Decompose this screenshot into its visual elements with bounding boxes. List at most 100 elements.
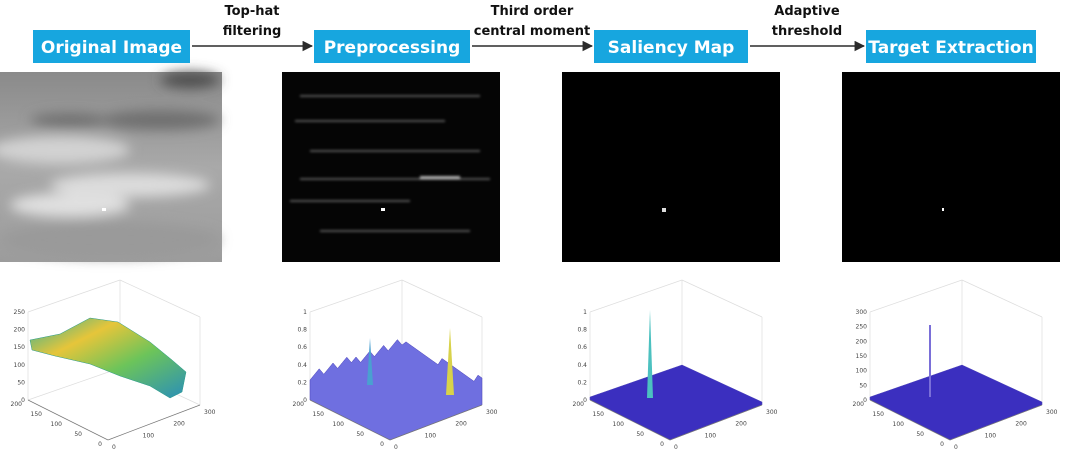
plot-axis bbox=[869, 279, 963, 313]
z-tick-label: 0.8 bbox=[577, 327, 587, 334]
plot-axis bbox=[669, 404, 763, 441]
x-tick-label: 200 bbox=[455, 421, 467, 428]
arrow-label: Adaptive bbox=[774, 4, 840, 19]
plot-axis bbox=[107, 404, 201, 441]
stage-box bbox=[594, 30, 748, 63]
z-tick-label: 300 bbox=[856, 309, 868, 316]
x-tick-label: 100 bbox=[705, 432, 717, 439]
y-tick-label: 100 bbox=[893, 421, 905, 428]
x-tick-label: 300 bbox=[486, 409, 498, 416]
stage-label: Original Image bbox=[41, 38, 182, 58]
z-tick-label: 0.6 bbox=[577, 344, 587, 351]
x-tick-label: 100 bbox=[985, 432, 997, 439]
y-tick-label: 150 bbox=[31, 411, 43, 418]
plot-axis bbox=[27, 399, 109, 441]
stage-label: Saliency Map bbox=[608, 38, 735, 58]
x-tick-label: 300 bbox=[766, 409, 778, 416]
preprocessed-image bbox=[282, 72, 500, 262]
stage-box bbox=[33, 30, 190, 63]
z-tick-label: 150 bbox=[14, 344, 26, 351]
z-tick-label: 0.4 bbox=[577, 362, 587, 369]
z-tick-label: 200 bbox=[14, 327, 26, 334]
plot-axis bbox=[681, 279, 763, 318]
z-tick-label: 0 bbox=[863, 397, 867, 404]
spike bbox=[367, 338, 373, 385]
plot-axis bbox=[589, 279, 683, 313]
surface bbox=[309, 339, 483, 441]
x-tick-label: 0 bbox=[674, 444, 678, 451]
arrow-label: Third order bbox=[491, 4, 574, 19]
plot-axis bbox=[401, 279, 483, 318]
z-tick-label: 0.6 bbox=[297, 344, 307, 351]
plot-axis bbox=[589, 399, 671, 441]
plot-axis bbox=[869, 399, 951, 441]
z-tick-label: 0.2 bbox=[297, 379, 307, 386]
z-tick-label: 0.4 bbox=[297, 362, 307, 369]
z-tick-label: 0 bbox=[583, 397, 587, 404]
z-tick-label: 0 bbox=[303, 397, 307, 404]
plot-axis bbox=[309, 279, 403, 313]
z-tick-label: 250 bbox=[856, 324, 868, 331]
spike bbox=[647, 310, 653, 398]
spike bbox=[929, 325, 931, 397]
arrow-label: central moment bbox=[474, 24, 590, 39]
y-tick-label: 0 bbox=[660, 441, 664, 448]
x-tick-label: 200 bbox=[1015, 421, 1027, 428]
stage-label: Preprocessing bbox=[324, 38, 461, 58]
saliency-image bbox=[562, 72, 780, 262]
z-tick-label: 150 bbox=[856, 353, 868, 360]
arrow-label: filtering bbox=[223, 24, 282, 39]
y-tick-label: 50 bbox=[916, 431, 924, 438]
stage-label: Target Extraction bbox=[868, 38, 1033, 58]
surface bbox=[869, 364, 1043, 441]
x-tick-label: 300 bbox=[1046, 409, 1058, 416]
surface bbox=[589, 364, 763, 441]
target-image bbox=[842, 72, 1060, 262]
z-tick-label: 0 bbox=[21, 397, 25, 404]
y-tick-label: 100 bbox=[613, 421, 625, 428]
y-tick-label: 0 bbox=[98, 441, 102, 448]
arrow-label: Top-hat bbox=[224, 4, 279, 19]
y-tick-label: 100 bbox=[333, 421, 345, 428]
z-tick-label: 50 bbox=[859, 382, 867, 389]
plot-axis bbox=[961, 279, 1043, 318]
z-tick-label: 200 bbox=[856, 338, 868, 345]
surface bbox=[29, 317, 187, 399]
y-tick-label: 200 bbox=[293, 401, 305, 408]
x-tick-label: 200 bbox=[735, 421, 747, 428]
z-tick-label: 100 bbox=[856, 368, 868, 375]
stage-box bbox=[866, 30, 1036, 63]
y-tick-label: 0 bbox=[940, 441, 944, 448]
x-tick-label: 300 bbox=[204, 409, 216, 416]
x-tick-label: 200 bbox=[173, 421, 185, 428]
spike bbox=[446, 328, 454, 395]
plot-axis bbox=[309, 399, 391, 441]
plot-axis bbox=[119, 279, 201, 318]
x-tick-label: 0 bbox=[112, 444, 116, 451]
y-tick-label: 50 bbox=[74, 431, 82, 438]
x-tick-label: 100 bbox=[425, 432, 437, 439]
y-tick-label: 150 bbox=[313, 411, 325, 418]
plot-axis bbox=[389, 404, 483, 441]
z-tick-label: 0.2 bbox=[577, 379, 587, 386]
y-tick-label: 150 bbox=[593, 411, 605, 418]
y-tick-label: 200 bbox=[853, 401, 865, 408]
y-tick-label: 50 bbox=[636, 431, 644, 438]
z-tick-label: 1 bbox=[583, 309, 587, 316]
x-tick-label: 0 bbox=[394, 444, 398, 451]
x-tick-label: 0 bbox=[954, 444, 958, 451]
plot-axis bbox=[27, 367, 121, 401]
plot-axis bbox=[27, 279, 121, 313]
y-tick-label: 200 bbox=[573, 401, 585, 408]
z-tick-label: 50 bbox=[17, 379, 25, 386]
x-tick-label: 100 bbox=[143, 432, 155, 439]
z-tick-label: 0.8 bbox=[297, 327, 307, 334]
plot-axis bbox=[949, 404, 1043, 441]
y-tick-label: 100 bbox=[51, 421, 63, 428]
